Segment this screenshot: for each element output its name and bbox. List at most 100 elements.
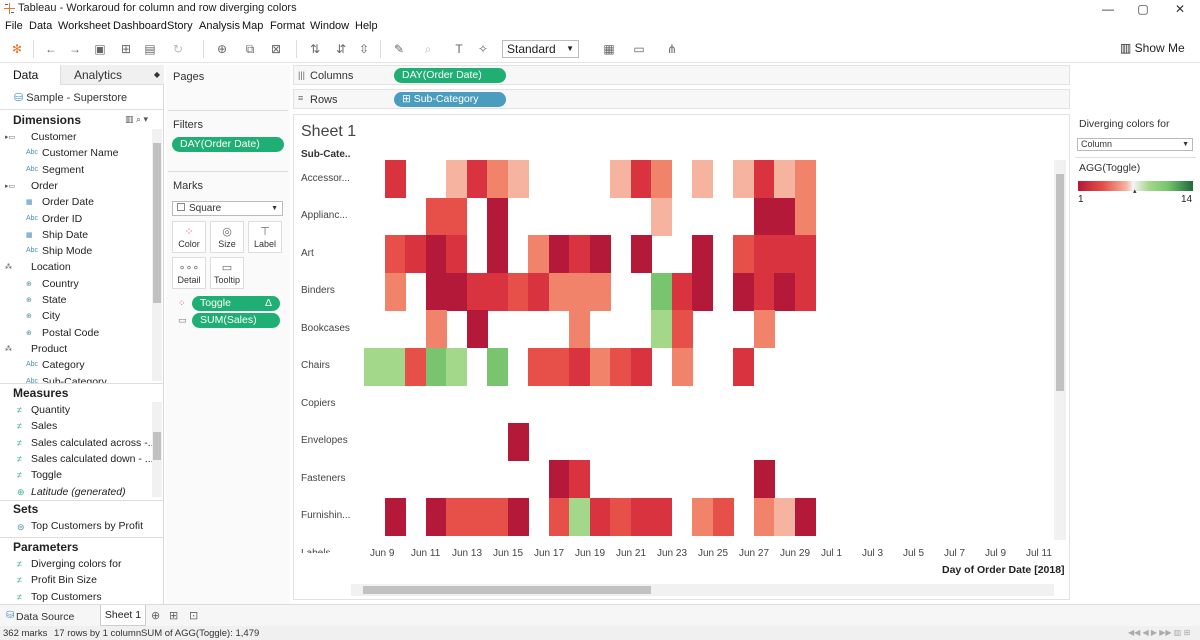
- diverging-select[interactable]: Column ▼: [1077, 138, 1193, 151]
- heatmap-cell[interactable]: [466, 497, 488, 536]
- heatmap-cell[interactable]: [610, 160, 631, 198]
- heatmap-cell[interactable]: [548, 272, 570, 311]
- heatmap-cell[interactable]: [528, 272, 549, 311]
- heatmap-cell[interactable]: [733, 160, 754, 198]
- heatmap-cell[interactable]: [425, 310, 447, 348]
- menu-worksheet[interactable]: Worksheet: [58, 20, 111, 32]
- row-label[interactable]: Labels: [301, 548, 330, 553]
- heatmap-cell[interactable]: [466, 160, 488, 198]
- heatmap-cell[interactable]: [794, 160, 816, 198]
- heatmap-cell[interactable]: [487, 197, 508, 236]
- menu-file[interactable]: File: [5, 20, 23, 32]
- heatmap-cell[interactable]: [528, 347, 549, 386]
- measure-field[interactable]: Sales: [31, 420, 58, 433]
- heatmap-cell[interactable]: [692, 497, 713, 536]
- refresh-icon[interactable]: ↻: [172, 42, 184, 56]
- heatmap-cell[interactable]: [651, 497, 672, 536]
- dimension-field[interactable]: Product: [31, 342, 68, 355]
- heatmap-cell[interactable]: [528, 235, 549, 273]
- new-datasource-icon[interactable]: ⊞: [120, 42, 132, 56]
- show-labels-icon[interactable]: T: [455, 42, 463, 56]
- heatmap-cell[interactable]: [446, 497, 467, 536]
- heatmap-cell[interactable]: [774, 235, 795, 273]
- tab-analytics[interactable]: Analytics ◆: [60, 65, 164, 85]
- clear-sheet-icon[interactable]: ⊠: [270, 42, 282, 56]
- menu-help[interactable]: Help: [355, 20, 378, 32]
- dimension-field[interactable]: Ship Mode: [42, 245, 93, 258]
- heatmap-cell[interactable]: [692, 160, 713, 198]
- menu-story[interactable]: Story: [167, 20, 193, 32]
- heatmap-cell[interactable]: [384, 235, 406, 273]
- dimension-field[interactable]: Sub-Category: [42, 375, 107, 384]
- heatmap-cell[interactable]: [589, 497, 611, 536]
- vertical-scrollbar[interactable]: [1054, 160, 1066, 540]
- heatmap-cell[interactable]: [610, 497, 631, 536]
- heatmap-cell[interactable]: [466, 272, 488, 311]
- save-icon[interactable]: ▣: [94, 42, 106, 56]
- heatmap-cell[interactable]: [733, 235, 754, 273]
- highlight-icon[interactable]: ✎: [393, 42, 405, 56]
- detail-button[interactable]: ∘∘∘ Detail: [172, 257, 206, 289]
- dimension-field[interactable]: Segment: [42, 163, 85, 176]
- heatmap-cell[interactable]: [569, 310, 590, 348]
- color-button[interactable]: ⁘ Color: [172, 221, 206, 253]
- rows-pill[interactable]: ⊞ Sub-Category: [394, 92, 506, 107]
- measure-field[interactable]: Latitude (generated): [31, 485, 126, 498]
- dimension-field[interactable]: Order: [31, 179, 58, 192]
- mark-type-select[interactable]: Square ▼: [172, 201, 283, 216]
- heatmap-cell[interactable]: [548, 235, 570, 273]
- dimension-field[interactable]: Location: [31, 261, 71, 274]
- heatmap-cell[interactable]: [425, 347, 447, 386]
- columns-pill[interactable]: DAY(Order Date): [394, 68, 506, 83]
- horizontal-scrollbar[interactable]: [351, 584, 1054, 596]
- sheet-navigation-icons[interactable]: ◀◀ ◀ ▶ ▶▶ ▥ ⊞: [1128, 628, 1191, 637]
- dimension-field[interactable]: Order ID: [42, 212, 83, 225]
- sort-ascending-icon[interactable]: ⇵: [335, 42, 347, 56]
- heatmap-cell[interactable]: [507, 497, 529, 536]
- heatmap-cell[interactable]: [774, 197, 795, 236]
- row-label[interactable]: Copiers: [301, 397, 336, 409]
- heatmap-cell[interactable]: [384, 160, 406, 198]
- heatmap-cell[interactable]: [630, 160, 652, 198]
- sheet1-tab[interactable]: Sheet 1: [100, 605, 146, 626]
- heatmap-cell[interactable]: [712, 497, 734, 536]
- heatmap-cell[interactable]: [692, 272, 713, 311]
- new-worksheet-icon[interactable]: ⊕: [216, 42, 228, 56]
- minimize-button[interactable]: —: [1102, 2, 1114, 16]
- data-source-tab[interactable]: Data Source: [16, 611, 75, 623]
- heatmap-cell[interactable]: [507, 422, 529, 461]
- size-button[interactable]: ◎ Size: [210, 221, 244, 253]
- datasource-item[interactable]: ⛁ Sample - Superstore: [14, 91, 127, 104]
- heatmap-cell[interactable]: [610, 347, 631, 386]
- heatmap-cell[interactable]: [405, 347, 426, 386]
- cards-toggle-icon[interactable]: ▦: [603, 42, 615, 56]
- heatmap-cell[interactable]: [651, 272, 672, 311]
- heatmap-cell[interactable]: [630, 497, 652, 536]
- heatmap-cell[interactable]: [774, 272, 795, 311]
- measure-field[interactable]: Toggle: [31, 469, 62, 482]
- row-label[interactable]: Furnishin...: [301, 510, 351, 522]
- heatmap-cell[interactable]: [446, 197, 467, 236]
- redo-icon[interactable]: →: [69, 42, 81, 56]
- row-label[interactable]: Binders: [301, 285, 335, 297]
- heatmap-cell[interactable]: [794, 497, 816, 536]
- heatmap-cell[interactable]: [446, 347, 467, 386]
- heatmap-cell[interactable]: [794, 272, 816, 311]
- dimension-field[interactable]: State: [42, 294, 67, 306]
- dimension-field[interactable]: Country: [42, 277, 79, 290]
- parameter-field[interactable]: Profit Bin Size: [31, 574, 97, 587]
- dimension-field[interactable]: Customer: [31, 131, 77, 143]
- parameter-field[interactable]: Diverging colors for: [31, 558, 122, 570]
- rows-shelf[interactable]: ≡ Rows ⊞ Sub-Category: [293, 89, 1070, 109]
- heatmap-cell[interactable]: [487, 497, 508, 536]
- share-icon[interactable]: ⋔: [666, 42, 678, 56]
- heatmap-cell[interactable]: [671, 272, 693, 311]
- heatmap-cell[interactable]: [405, 235, 426, 273]
- label-button[interactable]: ⊤ Label: [248, 221, 282, 253]
- close-button[interactable]: ✕: [1174, 2, 1186, 16]
- measure-field[interactable]: Sales calculated down - ...: [31, 452, 154, 465]
- dimension-field[interactable]: Ship Date: [42, 228, 89, 241]
- heatmap-cell[interactable]: [425, 497, 447, 536]
- new-story-tab-icon[interactable]: ⊡: [189, 610, 199, 622]
- heatmap-cell[interactable]: [487, 160, 508, 198]
